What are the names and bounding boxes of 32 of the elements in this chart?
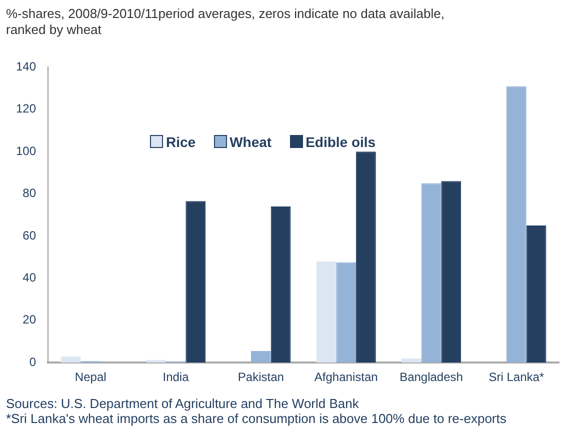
y-tick-label: 100 <box>16 144 36 158</box>
x-tick-label: Pakistan <box>238 370 284 384</box>
bar <box>60 356 81 363</box>
bar <box>316 261 336 363</box>
y-tick-label: 20 <box>22 312 36 327</box>
y-tick-label: 120 <box>16 102 36 116</box>
bar <box>506 86 526 363</box>
bar <box>336 262 356 363</box>
x-tick-label: Afghanistan <box>314 370 378 384</box>
text: *Sri Lanka's wheat imports as a share of consumption is above 100% due to re-exports <box>6 411 506 426</box>
x-tick-label: Sri Lanka* <box>488 370 544 384</box>
bar <box>270 206 291 363</box>
x-tick-label: Nepal <box>74 370 106 384</box>
bar <box>186 201 206 363</box>
x-tick-label: India <box>162 370 190 384</box>
bar <box>401 358 422 363</box>
y-tick-label: 80 <box>22 186 36 200</box>
chart-title: %-shares, 2008/9-2010/11period averages, zeros indicate no data available, ranked by wheat <box>6 6 446 38</box>
y-tick-label: 0 <box>29 354 36 369</box>
y-tick-label: 60 <box>22 228 36 242</box>
legend-label: Edible oils <box>304 134 376 150</box>
bar <box>356 152 376 363</box>
bar <box>441 181 462 363</box>
source-note: Sources: U.S. Department of Agriculture and The World Bank <box>6 396 360 411</box>
bar <box>526 225 546 363</box>
x-tick-label: Bangladesh <box>400 370 463 384</box>
legend-label: Rice <box>165 134 196 150</box>
legend-label: Wheat <box>228 134 272 150</box>
bar <box>250 350 271 363</box>
y-tick-label: 140 <box>16 60 36 74</box>
bar <box>421 183 442 363</box>
y-tick-label: 40 <box>22 270 36 285</box>
